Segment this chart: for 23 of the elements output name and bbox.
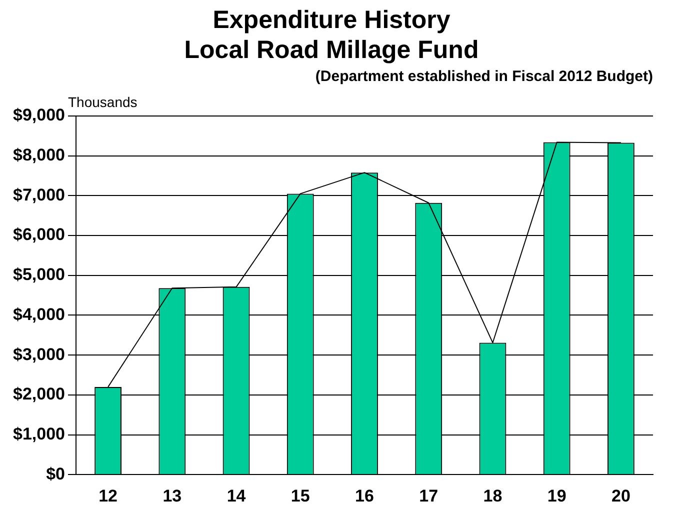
x-tick-label: 16: [355, 486, 374, 506]
x-tick-label: 13: [162, 486, 182, 506]
y-tick-label: $1,000: [12, 424, 65, 444]
y-tick-label: $3,000: [12, 344, 65, 364]
y-tick-label: $7,000: [12, 185, 65, 204]
x-tick-label: 19: [547, 486, 566, 506]
x-tick-label: 15: [290, 486, 310, 506]
x-tick-label: 17: [419, 486, 438, 506]
y-tick-label: $0: [46, 464, 65, 484]
y-tick-label: $8,000: [12, 146, 65, 165]
y-tick-label: $4,000: [12, 304, 65, 324]
y-tick-label: $9,000: [12, 106, 65, 125]
x-tick-label: 14: [226, 486, 246, 506]
x-tick-label: 18: [483, 486, 502, 506]
y-axis-title: Thousands: [68, 94, 138, 110]
text: Local Road Millage Fund: [184, 36, 479, 64]
chart-subtitle: (Department established in Fiscal 2012 Budget): [315, 68, 653, 86]
y-tick-label: $5,000: [12, 265, 65, 284]
x-tick-label: 20: [611, 486, 630, 506]
y-tick-label: $2,000: [12, 384, 65, 404]
text: Expenditure History: [212, 6, 450, 34]
x-tick-label: 12: [98, 486, 118, 506]
y-tick-label: $6,000: [12, 225, 65, 244]
